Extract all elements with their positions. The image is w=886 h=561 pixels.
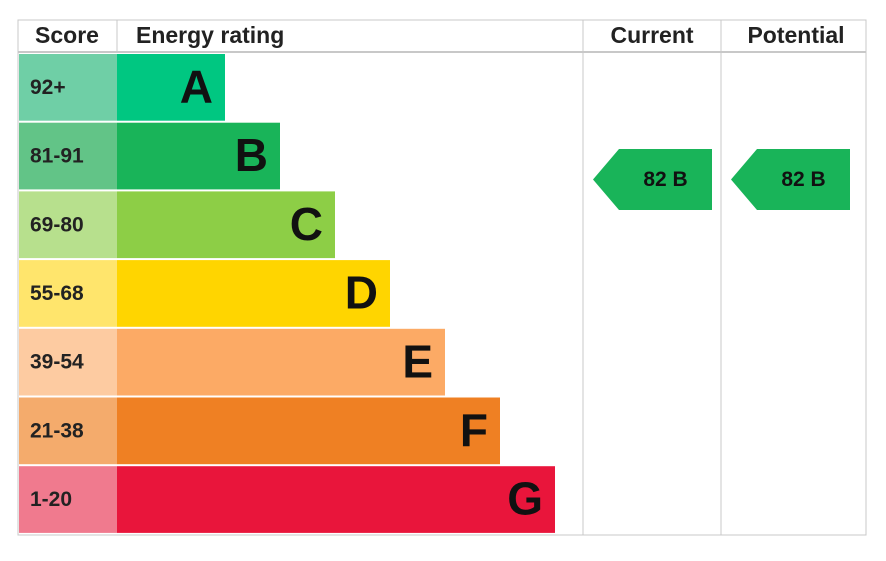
rating-letter: A [180, 61, 213, 113]
score-cell [19, 54, 117, 121]
rating-letter: G [507, 473, 543, 525]
score-cell [19, 260, 117, 327]
current-arrow [593, 149, 712, 210]
header-rating: Energy rating [136, 22, 284, 48]
score-cell [19, 397, 117, 465]
score-cell [19, 466, 117, 533]
score-label: 21-38 [30, 419, 84, 442]
rating-bar [117, 191, 335, 259]
rating-letter: B [235, 129, 268, 181]
score-label: 92+ [30, 76, 66, 99]
rating-letter: E [402, 335, 433, 387]
rating-bar [117, 54, 225, 121]
rating-bar [117, 328, 445, 396]
score-label: 39-54 [30, 351, 84, 374]
rating-letter: F [460, 404, 488, 456]
score-label: 55-68 [30, 282, 84, 305]
rating-letter: C [290, 198, 323, 250]
rating-letter: D [345, 267, 378, 319]
score-label: 69-80 [30, 213, 84, 236]
rating-bar [117, 122, 280, 190]
current-label: 82 B [643, 168, 687, 191]
header-score: Score [35, 22, 99, 48]
score-cell [19, 122, 117, 190]
potential-arrow [731, 149, 850, 210]
score-label: 81-91 [30, 145, 84, 168]
rating-bar [117, 260, 390, 327]
score-label: 1-20 [30, 488, 72, 511]
header-current: Current [610, 22, 693, 48]
rating-bar [117, 397, 500, 465]
header-potential: Potential [747, 22, 844, 48]
score-cell [19, 191, 117, 259]
potential-label: 82 B [781, 168, 825, 191]
score-cell [19, 328, 117, 396]
rating-bar [117, 466, 555, 533]
